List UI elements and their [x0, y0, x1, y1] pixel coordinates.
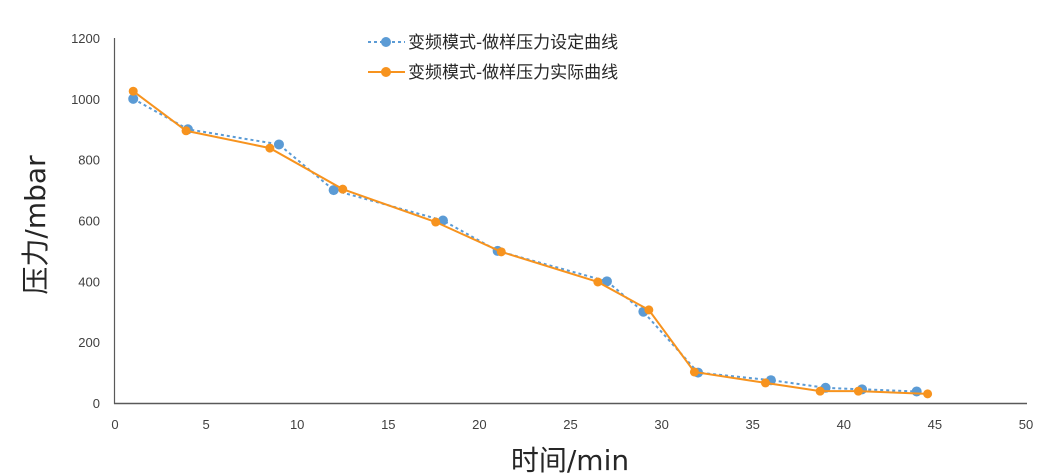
x-tick-label: 10: [290, 417, 304, 432]
data-point: [815, 386, 825, 396]
legend-marker-setpoint: [381, 37, 391, 47]
data-point: [431, 217, 441, 227]
data-point: [128, 86, 138, 96]
data-point: [644, 305, 654, 315]
x-tick-label: 20: [472, 417, 486, 432]
y-tick-label: 0: [93, 396, 100, 411]
legend-item-setpoint: 变频模式-做样压力设定曲线: [368, 33, 618, 53]
data-point: [328, 185, 339, 196]
y-tick-label: 200: [78, 335, 100, 350]
series-setpoint: [128, 93, 922, 397]
series-layer: [128, 86, 933, 399]
legend: 变频模式-做样压力设定曲线 变频模式-做样压力实际曲线: [368, 33, 618, 83]
data-point: [338, 184, 348, 194]
x-axis-title: 时间/min: [511, 444, 629, 476]
y-tick-label: 1000: [71, 92, 100, 107]
series-actual: [128, 86, 933, 399]
y-tick-labels: 0 200 400 600 800 1000 1200: [71, 31, 100, 411]
x-tick-label: 30: [654, 417, 668, 432]
data-point: [689, 367, 699, 377]
x-tick-label: 40: [837, 417, 851, 432]
data-point: [273, 139, 284, 150]
y-tick-label: 800: [78, 153, 100, 168]
data-point: [911, 386, 922, 397]
data-point: [923, 389, 933, 399]
x-tick-label: 15: [381, 417, 395, 432]
data-point: [181, 126, 191, 136]
data-point: [128, 93, 139, 104]
series-line: [132, 97, 917, 393]
data-point: [593, 277, 603, 287]
data-point: [853, 386, 863, 396]
y-tick-label: 400: [78, 274, 100, 289]
x-tick-label: 45: [928, 417, 942, 432]
axes: [113, 38, 1027, 405]
legend-marker-actual: [381, 67, 391, 77]
data-point: [760, 378, 770, 388]
x-tick-label: 25: [563, 417, 577, 432]
series-line: [132, 90, 928, 395]
x-tick-labels: 0 5 10 15 20 25 30 35 40 45 50: [111, 417, 1033, 432]
y-axis-title: 压力/mbar: [19, 155, 52, 295]
x-tick-label: 5: [202, 417, 209, 432]
x-tick-label: 0: [111, 417, 118, 432]
data-point: [437, 215, 448, 226]
legend-label-setpoint: 变频模式-做样压力设定曲线: [408, 33, 618, 53]
x-tick-label: 50: [1019, 417, 1033, 432]
legend-label-actual: 变频模式-做样压力实际曲线: [408, 63, 618, 83]
data-point: [601, 276, 612, 287]
data-point: [265, 143, 275, 153]
data-point: [496, 247, 506, 257]
y-tick-label: 1200: [71, 31, 100, 46]
x-tick-label: 35: [745, 417, 759, 432]
legend-item-actual: 变频模式-做样压力实际曲线: [368, 63, 618, 83]
y-tick-label: 600: [78, 214, 100, 229]
